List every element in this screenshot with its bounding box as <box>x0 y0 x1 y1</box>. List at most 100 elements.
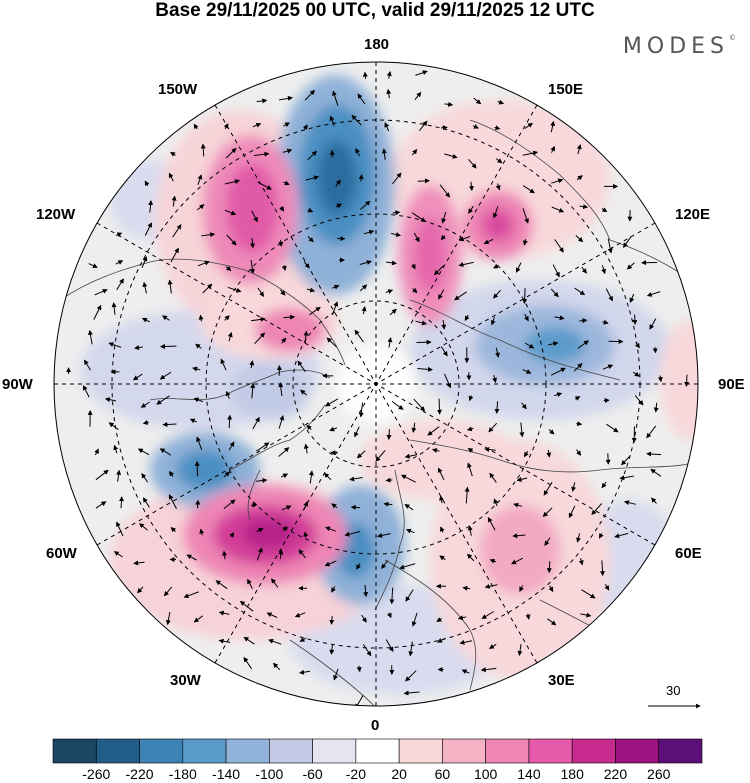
wind-vector <box>436 398 442 415</box>
wind-vector <box>546 561 552 574</box>
wind-vector <box>303 261 310 269</box>
wind-vector <box>229 532 235 538</box>
wind-vector <box>360 200 371 210</box>
wind-vector <box>576 533 581 543</box>
wind-vector <box>404 504 414 511</box>
graticule <box>54 62 698 706</box>
wind-vector <box>489 472 497 483</box>
wind-vector <box>614 532 629 539</box>
wind-vector <box>578 557 584 566</box>
wind-vector <box>344 531 361 537</box>
wind-vector <box>142 497 150 508</box>
wind-vectors <box>66 70 690 706</box>
wind-vector <box>272 662 281 671</box>
wind-vector <box>250 316 266 322</box>
wind-vector <box>646 451 662 457</box>
colorbar-swatch <box>615 738 660 764</box>
anomaly-field <box>54 62 698 706</box>
wind-vector <box>358 174 364 182</box>
wind-vector <box>604 583 610 591</box>
wind-vector <box>431 448 440 453</box>
wind-vector <box>243 656 253 670</box>
wind-vector <box>300 389 308 396</box>
wind-vector <box>227 286 242 293</box>
wind-vector <box>335 179 341 187</box>
lon-label-right-lower: 60E <box>675 545 702 562</box>
wind-vector <box>356 665 362 673</box>
wind-vector <box>170 151 176 157</box>
wind-vector <box>113 551 123 558</box>
lon-label-lower-left: 30W <box>170 672 201 689</box>
wind-vector <box>281 505 292 511</box>
wind-vector <box>389 587 395 605</box>
page-title: Base 29/11/2025 00 UTC, valid 29/11/2025… <box>155 0 595 21</box>
wind-vector <box>253 151 270 157</box>
wind-vector <box>646 291 661 297</box>
wind-vector <box>93 304 102 320</box>
wind-vector <box>444 101 454 107</box>
wind-vector <box>494 401 500 414</box>
wind-vector <box>137 586 144 594</box>
colorbar-swatch <box>485 738 530 764</box>
wind-vector <box>195 343 202 349</box>
wind-vector <box>574 396 581 401</box>
wind-vector <box>280 473 289 479</box>
wind-vector <box>438 289 445 300</box>
wind-vector <box>581 266 588 274</box>
wind-vector <box>467 553 475 562</box>
colorbar-swatch <box>95 738 140 764</box>
wind-vector <box>218 610 230 616</box>
wind-vector <box>116 469 122 482</box>
wind-vector <box>400 474 416 483</box>
wind-vector <box>303 443 309 454</box>
wind-vector <box>331 586 336 593</box>
wind-vector <box>392 210 401 216</box>
wind-vector <box>111 302 117 315</box>
wind-vector <box>546 449 552 458</box>
reference-vector-label: 30 <box>666 683 681 698</box>
wind-vector <box>307 207 314 213</box>
wind-vector <box>283 122 291 128</box>
wind-vector <box>156 395 170 405</box>
wind-vector <box>199 528 205 536</box>
wind-vector <box>141 256 148 268</box>
wind-vector <box>170 527 176 533</box>
wind-vector <box>550 288 559 298</box>
wind-vector <box>512 533 526 539</box>
wind-vector <box>517 644 523 657</box>
colorbar-tick-label: 180 <box>560 766 584 782</box>
wind-vector <box>646 425 657 439</box>
wind-vector <box>306 424 312 431</box>
colorbar-tick-label: 260 <box>647 766 671 782</box>
lon-label-right-upper: 120E <box>675 206 711 223</box>
wind-vector <box>256 98 268 104</box>
wind-vector <box>580 612 592 618</box>
wind-vector <box>513 502 523 508</box>
wind-vector <box>278 549 284 559</box>
wind-vector <box>163 586 173 597</box>
wind-vector <box>591 503 603 516</box>
wind-vector <box>386 429 392 441</box>
wind-vector <box>308 470 314 484</box>
wind-vector <box>165 611 171 626</box>
wind-vector <box>550 120 556 133</box>
wind-vector <box>363 584 369 598</box>
wind-vector <box>324 560 337 567</box>
wind-vector <box>468 395 474 402</box>
wind-vector <box>492 374 498 384</box>
lon-label-top: 180 <box>364 36 390 53</box>
wind-vector <box>484 583 498 589</box>
wind-vector <box>94 289 108 296</box>
wind-vector <box>487 516 496 531</box>
wind-vector <box>116 521 124 537</box>
wind-vector <box>305 175 320 181</box>
wind-vector <box>547 618 557 626</box>
wind-vector <box>524 313 529 322</box>
wind-vector <box>522 150 539 156</box>
wind-vector <box>257 287 265 297</box>
wind-vector <box>607 238 613 254</box>
colorbar-swatch <box>355 738 400 764</box>
wind-vector <box>488 643 497 649</box>
wind-vector <box>354 329 364 343</box>
wind-vector <box>332 90 339 106</box>
